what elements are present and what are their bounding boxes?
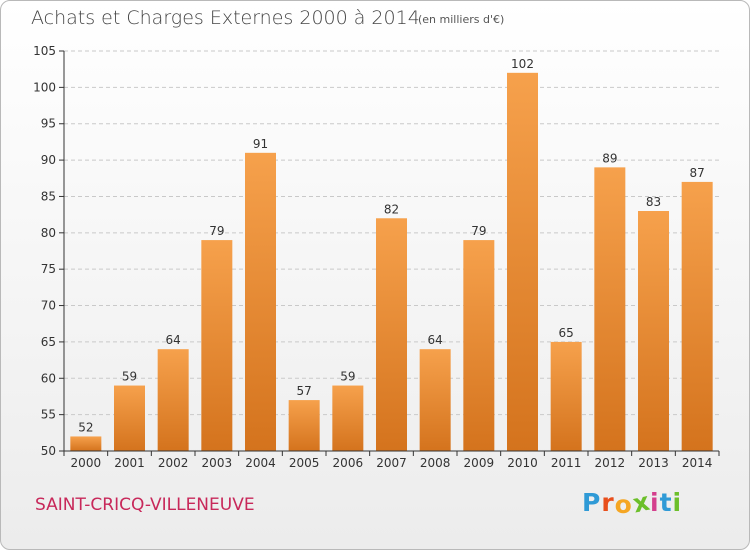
- x-tick-label: 2009: [464, 456, 495, 470]
- x-tick-label: 2008: [420, 456, 451, 470]
- logo-letter: r: [601, 488, 615, 517]
- x-tick-label: 2006: [333, 456, 364, 470]
- y-tick-label: 90: [41, 153, 56, 167]
- bar-2014: [681, 181, 713, 451]
- x-tick-label: 2005: [289, 456, 320, 470]
- data-label: 57: [297, 384, 312, 398]
- y-tick-label: 50: [41, 444, 56, 458]
- data-label: 79: [471, 224, 486, 238]
- x-tick-label: 2002: [158, 456, 189, 470]
- x-tick-label: 2003: [202, 456, 233, 470]
- logo-letter: t: [659, 488, 673, 517]
- data-label: 64: [428, 333, 443, 347]
- x-tick-label: 2011: [551, 456, 582, 470]
- y-tick-label: 65: [41, 335, 56, 349]
- x-tick-label: 2004: [245, 456, 276, 470]
- bars: [70, 72, 713, 452]
- logo-letter: P: [582, 488, 602, 517]
- logo-letter: i: [650, 488, 660, 517]
- bar-2009: [463, 240, 495, 451]
- x-tick-label: 2012: [595, 456, 626, 470]
- chart-title: Achats et Charges Externes 2000 à 2014: [31, 7, 420, 29]
- y-tick-label: 55: [41, 408, 56, 422]
- data-label: 65: [559, 326, 574, 340]
- y-tick-label: 70: [41, 299, 56, 313]
- data-labels: 52 59 64 79 91 57 59 82 64 79 102 65 89 83 87: [78, 57, 705, 435]
- y-tick-label: 75: [41, 262, 56, 276]
- x-tick-label: 2001: [114, 456, 145, 470]
- data-label: 59: [122, 370, 137, 384]
- data-label: 82: [384, 202, 399, 216]
- bar-2001: [114, 385, 145, 451]
- x-tick-label: 2013: [638, 456, 669, 470]
- y-tick-label: 95: [41, 117, 56, 131]
- data-label: 83: [646, 195, 661, 209]
- bar-2011: [550, 341, 582, 451]
- bar-2000: [70, 436, 102, 451]
- location-name: SAINT-CRICQ-VILLENEUVE: [35, 495, 255, 515]
- bar-2010: [507, 72, 538, 452]
- bar-2007: [376, 218, 407, 451]
- bar-2005: [288, 400, 320, 451]
- chart-subtitle: (en milliers d'€): [418, 13, 505, 26]
- data-label: 64: [166, 333, 181, 347]
- data-label: 59: [340, 370, 355, 384]
- x-tick-label: 2010: [507, 456, 538, 470]
- bar-2013: [638, 211, 669, 451]
- bar-2006: [332, 385, 364, 451]
- y-tick-label: 80: [41, 226, 56, 240]
- bar-2008: [419, 349, 451, 451]
- logo-letter: i: [672, 488, 683, 517]
- bar-2002: [157, 349, 189, 451]
- data-label: 89: [602, 151, 617, 165]
- x-tick-label: 2007: [376, 456, 407, 470]
- x-tick-label: 2000: [71, 456, 102, 470]
- y-tick-label: 100: [33, 80, 56, 94]
- data-label: 52: [78, 420, 93, 434]
- y-tick-label: 85: [41, 189, 56, 203]
- proxiti-logo: Proxiti: [582, 487, 683, 519]
- bar-2012: [594, 167, 626, 451]
- data-label: 91: [253, 137, 268, 151]
- bar-2003: [201, 240, 233, 451]
- y-tick-label: 105: [33, 44, 56, 58]
- bar-2004: [245, 152, 276, 451]
- x-tick-label: 2014: [682, 456, 713, 470]
- data-label: 102: [511, 57, 534, 71]
- data-label: 87: [690, 166, 705, 180]
- y-tick-label: 60: [41, 371, 56, 385]
- data-label: 79: [209, 224, 224, 238]
- axes: 50 55 60 65 70 75 80 85 90 95 100 105 2000 2001 2002 20…: [33, 44, 720, 470]
- logo-letter: o: [614, 490, 633, 519]
